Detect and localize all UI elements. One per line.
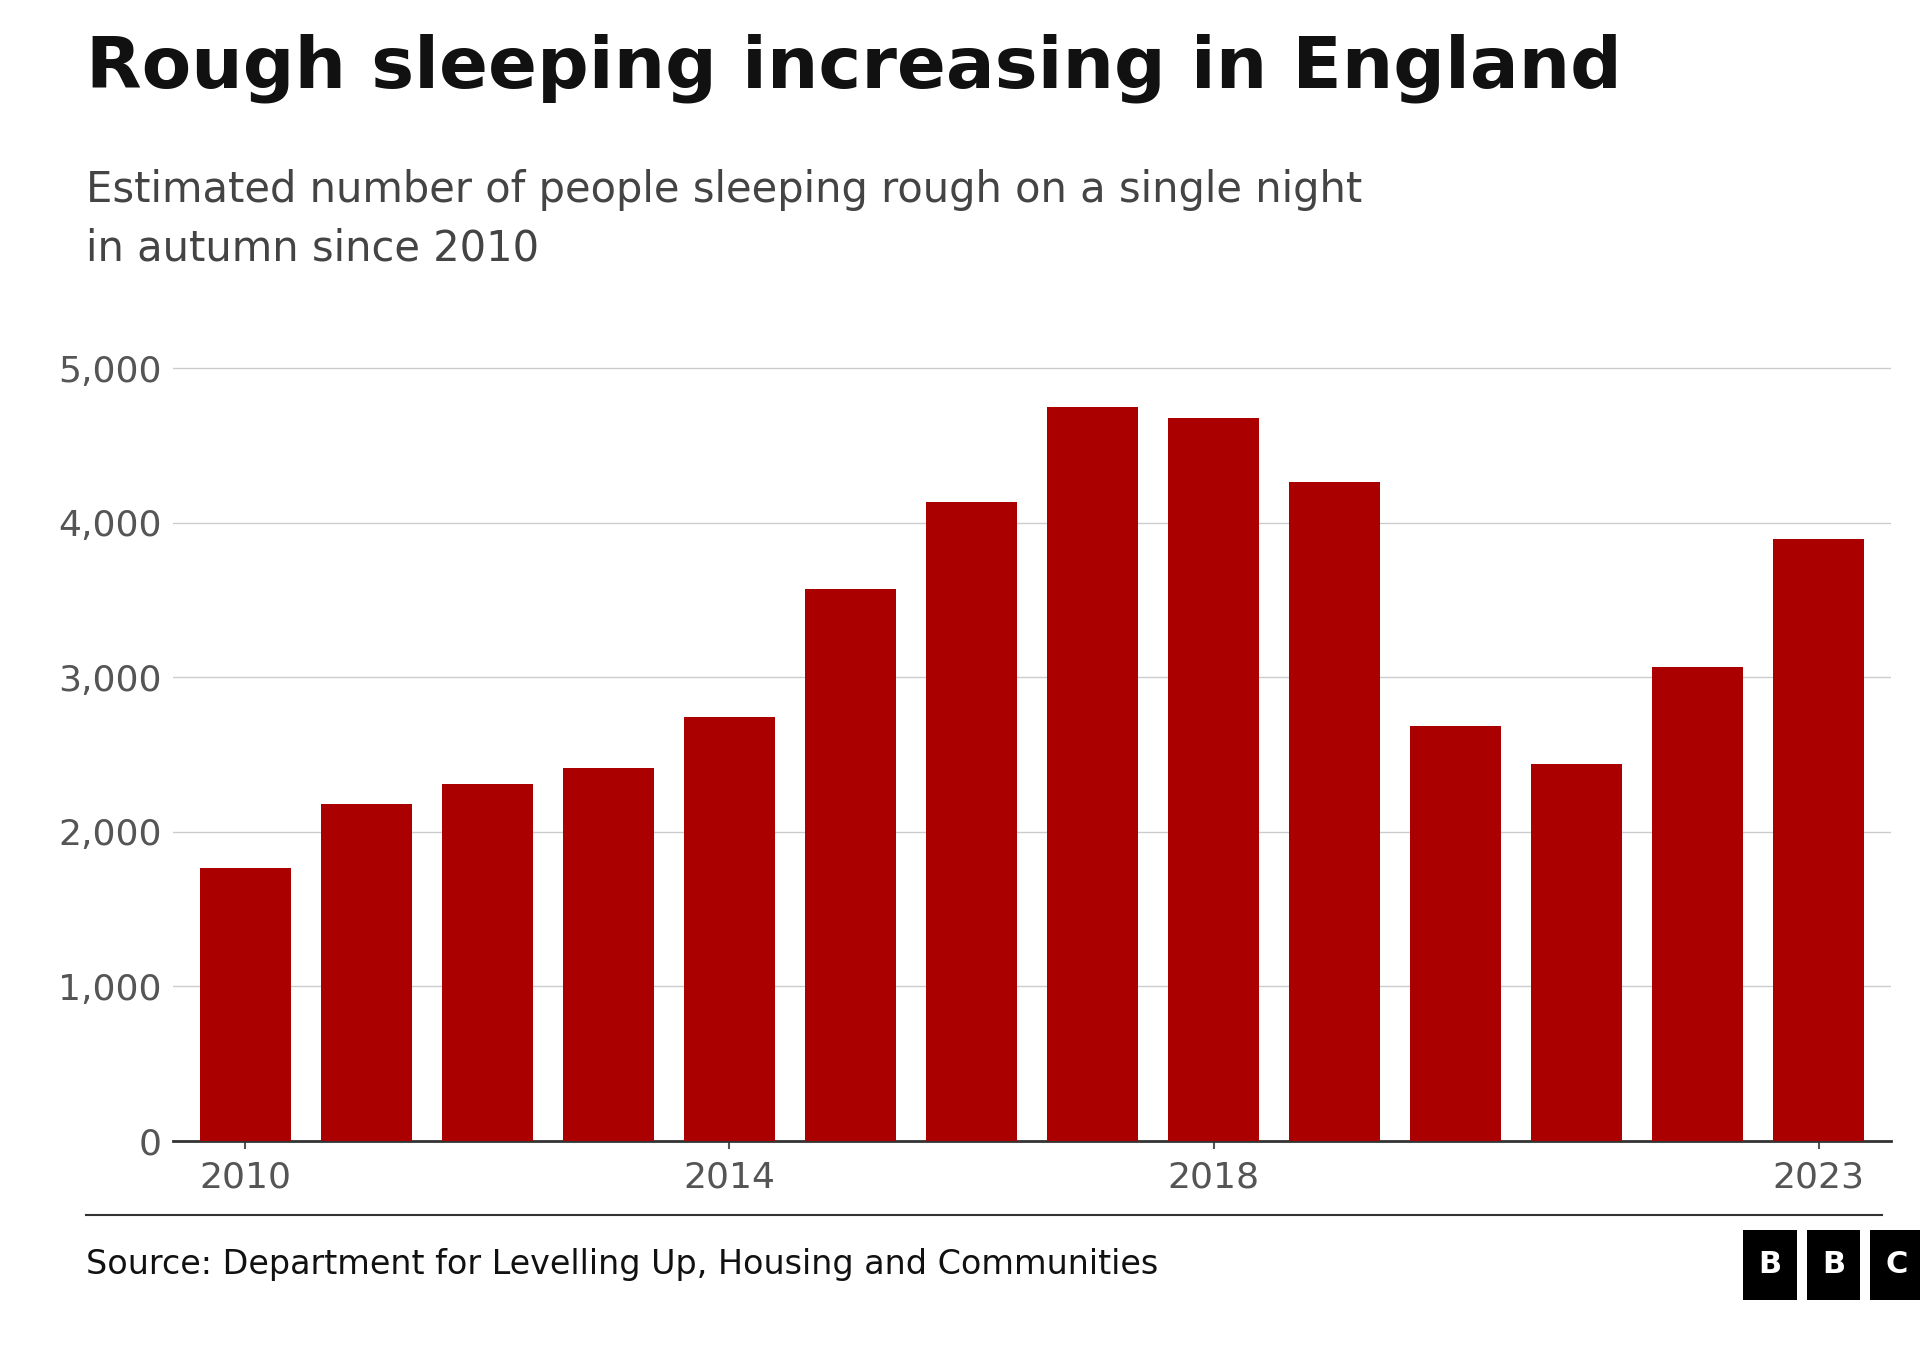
Bar <box>1653 667 1743 1141</box>
Text: Estimated number of people sleeping rough on a single night
in autumn since 2010: Estimated number of people sleeping roug… <box>86 169 1363 269</box>
Bar <box>925 502 1018 1141</box>
Text: Rough sleeping increasing in England: Rough sleeping increasing in England <box>86 34 1622 103</box>
Bar <box>804 590 897 1141</box>
Text: Source: Department for Levelling Up, Housing and Communities: Source: Department for Levelling Up, Hou… <box>86 1249 1158 1281</box>
Text: B: B <box>1822 1250 1845 1280</box>
Bar <box>1774 539 1864 1141</box>
Bar <box>1288 482 1380 1141</box>
Bar <box>1409 725 1501 1141</box>
Bar <box>321 803 411 1141</box>
Bar <box>1167 418 1260 1141</box>
Text: C: C <box>1885 1250 1908 1280</box>
Bar <box>684 717 776 1141</box>
Bar <box>563 768 655 1141</box>
Bar <box>442 784 534 1141</box>
Bar <box>1046 406 1139 1141</box>
Text: B: B <box>1759 1250 1782 1280</box>
Bar <box>1530 764 1622 1141</box>
Bar <box>200 868 290 1141</box>
